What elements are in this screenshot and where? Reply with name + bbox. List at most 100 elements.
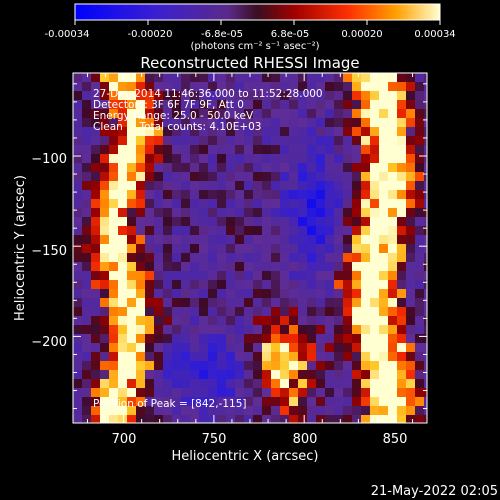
heatmap-cell	[154, 100, 164, 110]
heatmap-cell	[406, 127, 416, 137]
heatmap-cell	[379, 334, 389, 344]
heatmap-cell	[190, 190, 200, 200]
heatmap-cell	[208, 199, 218, 209]
heatmap-cell	[370, 109, 380, 119]
heatmap-cell	[235, 127, 245, 137]
heatmap-cell	[199, 91, 209, 101]
heatmap-cell	[415, 73, 425, 83]
heatmap-cell	[82, 262, 92, 272]
heatmap-cell	[379, 307, 389, 317]
heatmap-cell	[154, 136, 164, 146]
heatmap-cell	[91, 244, 101, 254]
heatmap-cell	[154, 73, 164, 83]
heatmap-cell	[91, 298, 101, 308]
heatmap-cell	[325, 190, 335, 200]
heatmap-cell	[217, 154, 227, 164]
heatmap-cell	[280, 91, 290, 101]
heatmap-cell	[181, 136, 191, 146]
heatmap-cell	[244, 217, 254, 227]
heatmap-cell	[154, 370, 164, 380]
heatmap-cell	[226, 73, 236, 83]
heatmap-cell	[217, 334, 227, 344]
heatmap-cell	[424, 406, 427, 416]
heatmap-cell	[424, 280, 427, 290]
heatmap-cell	[370, 316, 380, 326]
heatmap-cell	[415, 190, 425, 200]
heatmap-cell	[73, 271, 83, 281]
heatmap-cell	[190, 154, 200, 164]
heatmap-cell	[154, 82, 164, 92]
heatmap-cell	[217, 73, 227, 83]
heatmap-cell	[73, 343, 83, 353]
heatmap-cell	[262, 172, 272, 182]
heatmap-cell	[271, 82, 281, 92]
heatmap-cell	[307, 190, 317, 200]
colorbar-tick-5: 0.00034	[414, 29, 455, 40]
heatmap-cell	[289, 334, 299, 344]
heatmap-cell	[262, 361, 272, 371]
heatmap-cell	[307, 109, 317, 119]
heatmap-cell	[136, 253, 146, 263]
heatmap-cell	[118, 307, 128, 317]
heatmap-cell	[226, 226, 236, 236]
heatmap-cell	[190, 379, 200, 389]
heatmap-cell	[91, 334, 101, 344]
heatmap-cell	[235, 154, 245, 164]
heatmap-cell	[406, 343, 416, 353]
heatmap-cell	[190, 235, 200, 245]
heatmap-cell	[262, 82, 272, 92]
heatmap-cell	[352, 361, 362, 371]
heatmap-cell	[388, 289, 398, 299]
heatmap-cell	[379, 316, 389, 326]
heatmap-cell	[82, 352, 92, 362]
heatmap-cell	[136, 271, 146, 281]
heatmap-cell	[424, 118, 427, 128]
heatmap-cell	[361, 298, 371, 308]
heatmap-cell	[109, 397, 119, 407]
heatmap-cell	[91, 100, 101, 110]
heatmap-cell	[226, 118, 236, 128]
heatmap-cell	[100, 397, 110, 407]
heatmap-cell	[361, 226, 371, 236]
heatmap-cell	[352, 343, 362, 353]
heatmap-cell	[316, 343, 326, 353]
heatmap-cell	[280, 118, 290, 128]
heatmap-cell	[334, 298, 344, 308]
heatmap-cell	[109, 217, 119, 227]
heatmap-cell	[136, 82, 146, 92]
annotation-energy-range: Energy Range: 25.0 - 50.0 keV	[93, 110, 254, 122]
heatmap-cell	[73, 307, 83, 317]
heatmap-cell	[298, 280, 308, 290]
heatmap-cell	[109, 280, 119, 290]
heatmap-cell	[235, 73, 245, 83]
heatmap-cell	[379, 136, 389, 146]
heatmap-cell	[163, 217, 173, 227]
heatmap-cell	[370, 352, 380, 362]
heatmap-cell	[388, 262, 398, 272]
heatmap-cell	[127, 109, 137, 119]
heatmap-cell	[109, 127, 119, 137]
heatmap-cell	[145, 271, 155, 281]
heatmap-cell	[127, 361, 137, 371]
heatmap-cell	[397, 361, 407, 371]
heatmap-cell	[316, 370, 326, 380]
heatmap-cell	[289, 352, 299, 362]
heatmap-cell	[415, 289, 425, 299]
heatmap-cell	[145, 325, 155, 335]
heatmap-cell	[181, 91, 191, 101]
heatmap-cell	[298, 352, 308, 362]
heatmap-cell	[91, 361, 101, 371]
heatmap-cell	[82, 271, 92, 281]
heatmap-cell	[307, 163, 317, 173]
heatmap-cell	[298, 244, 308, 254]
heatmap-cell	[424, 334, 427, 344]
heatmap-cell	[208, 253, 218, 263]
heatmap-cell	[280, 127, 290, 137]
heatmap-cell	[415, 406, 425, 416]
heatmap-cell	[334, 325, 344, 335]
y-tick-label-100: −100	[31, 152, 67, 167]
heatmap-cell	[154, 145, 164, 155]
heatmap-cell	[109, 298, 119, 308]
heatmap-cell	[406, 145, 416, 155]
heatmap-cell	[244, 73, 254, 83]
